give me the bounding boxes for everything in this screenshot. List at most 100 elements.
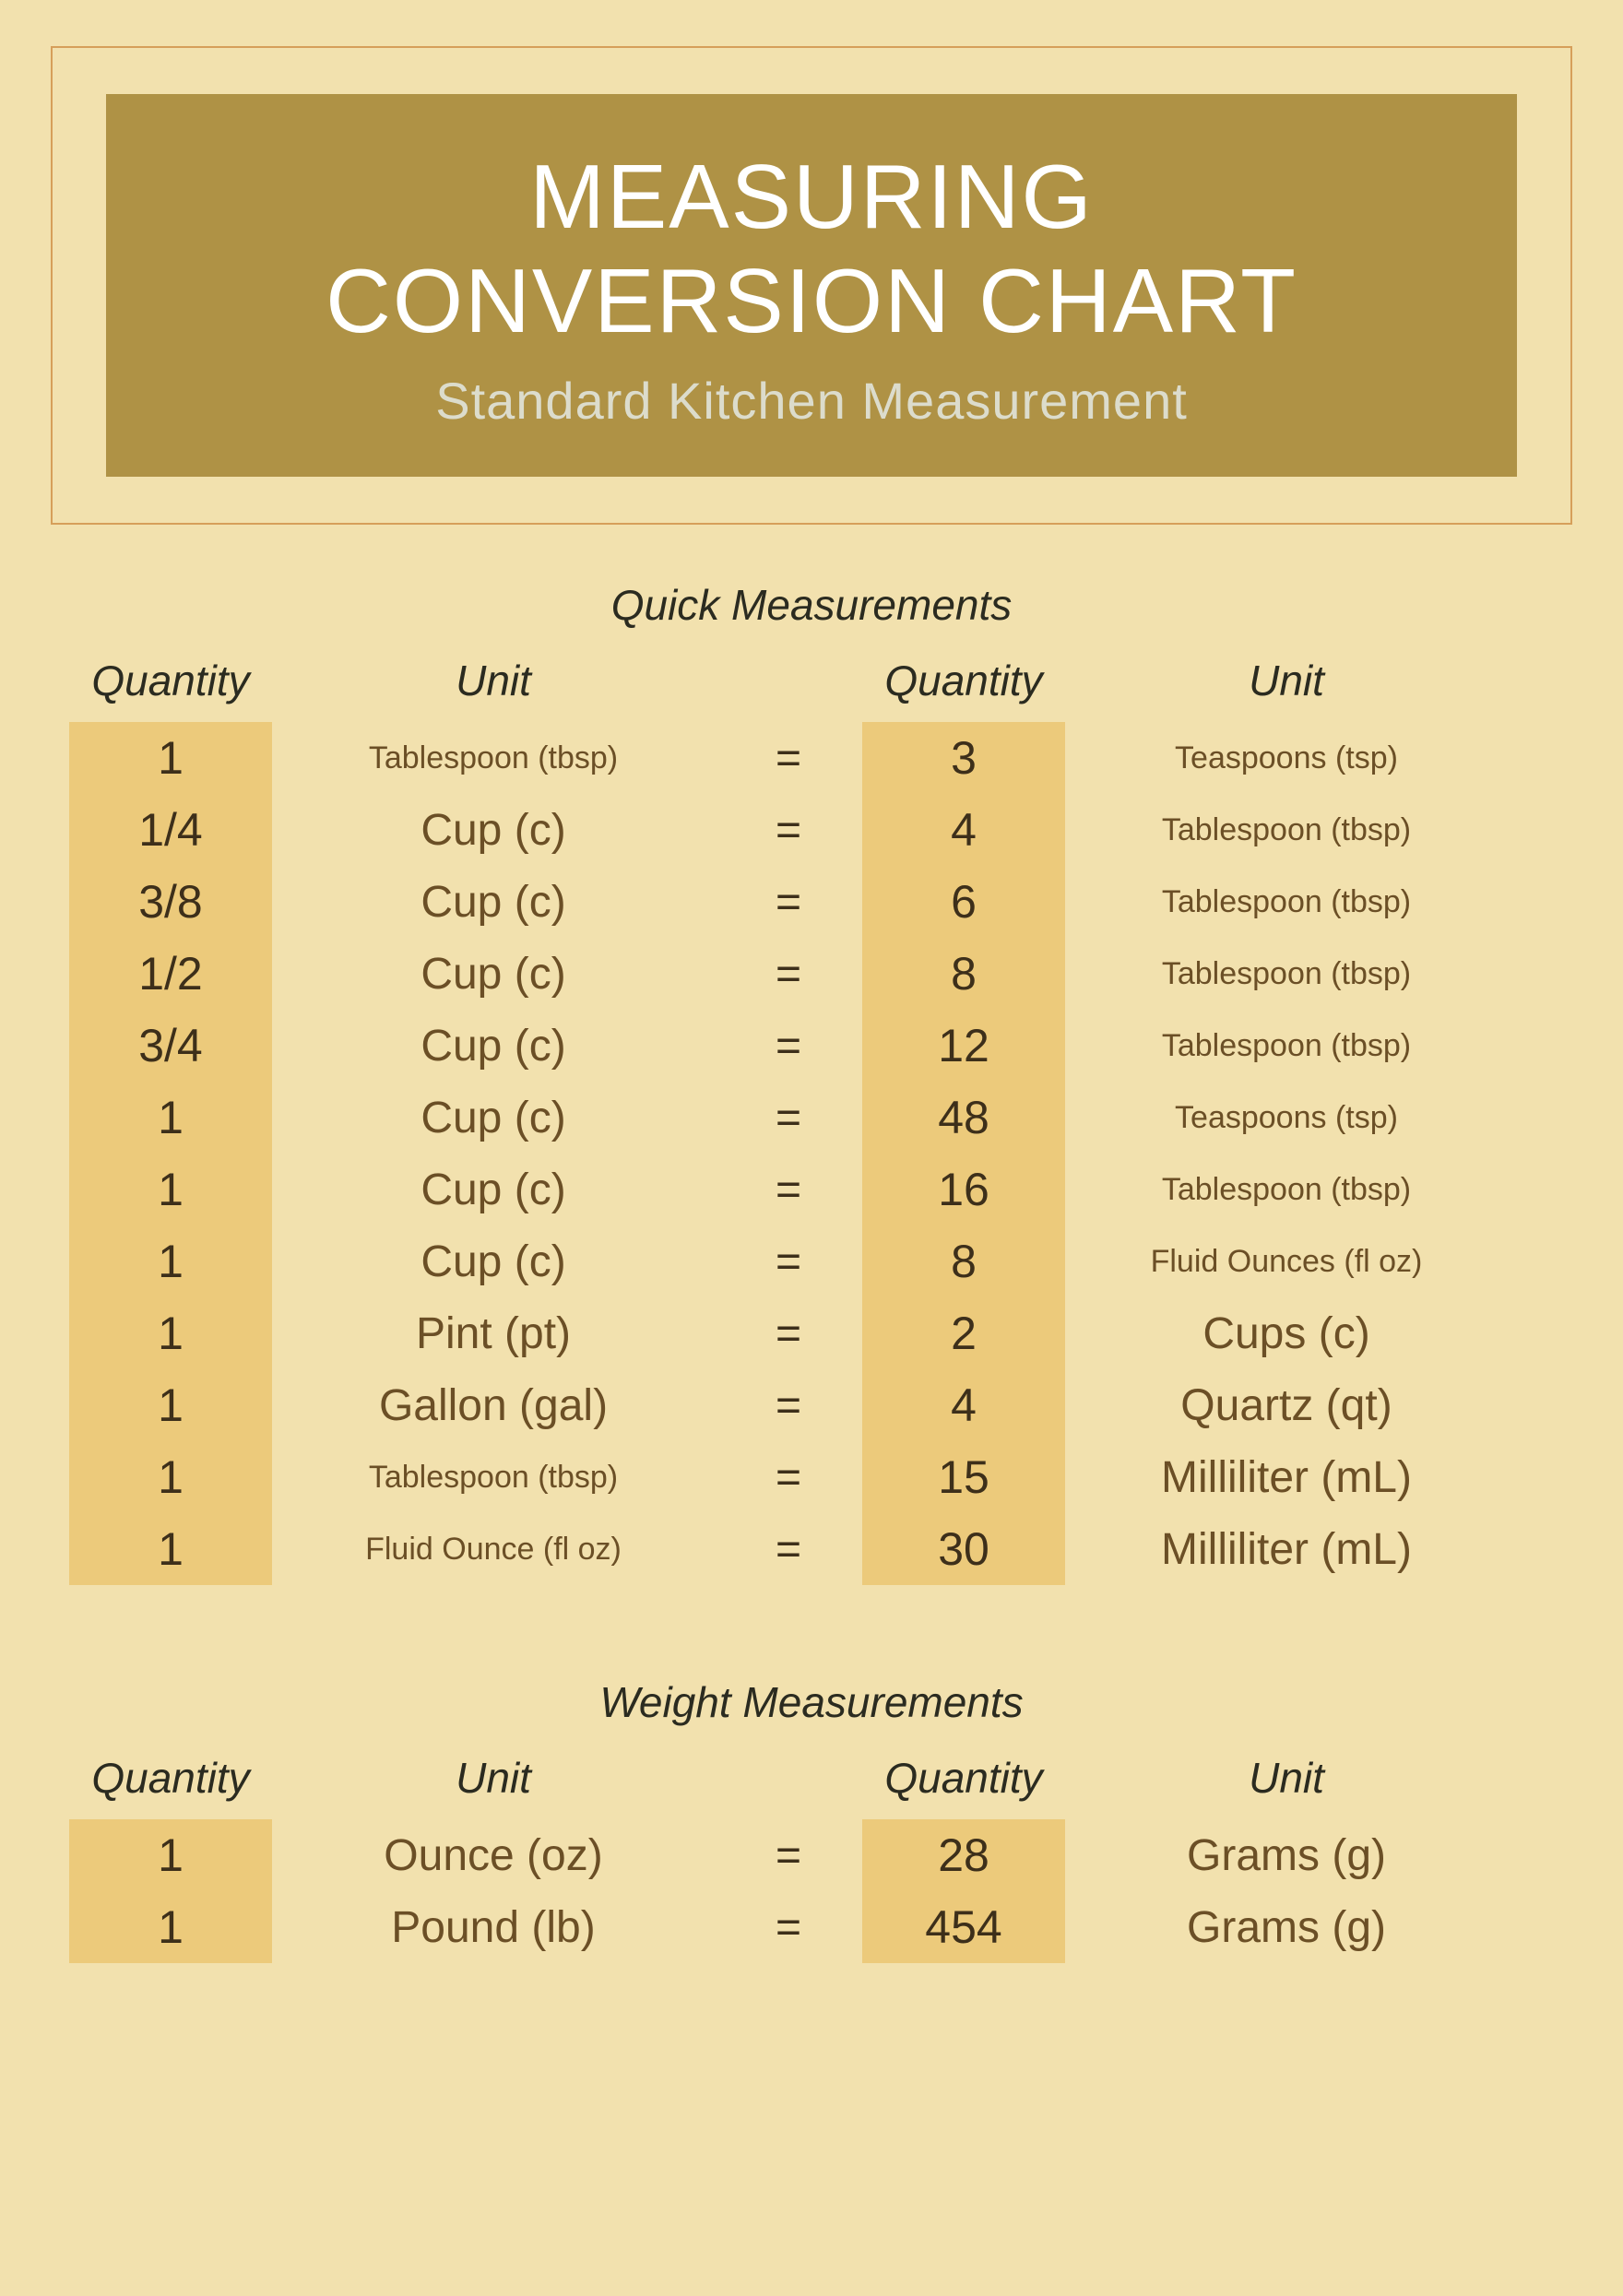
unit-left: Cup (c) [272,794,715,866]
weight-table: Quantity Unit Quantity Unit 1Ounce (oz)=… [51,1753,1572,1963]
qty-right: 6 [862,866,1065,938]
header-frame: MEASURING CONVERSION CHART Standard Kitc… [51,46,1572,525]
table-row: 1Cup (c)=8Fluid Ounces (fl oz) [69,1225,1554,1297]
unit-right: Teaspoons (tsp) [1065,722,1508,794]
qty-left: 1/4 [69,794,272,866]
quick-table: Quantity Unit Quantity Unit 1Tablespoon … [51,656,1572,1585]
table-row: 1/2Cup (c)=8Tablespoon (tbsp) [69,938,1554,1010]
title-line-2: CONVERSION CHART [326,250,1297,351]
unit-left: Gallon (gal) [272,1369,715,1441]
col-header-quantity: Quantity [862,1753,1065,1803]
table-row: 1Tablespoon (tbsp)=15Milliliter (mL) [69,1441,1554,1513]
table-row: 1Ounce (oz)=28Grams (g) [69,1819,1554,1891]
qty-left: 1 [69,1154,272,1225]
unit-left: Cup (c) [272,1082,715,1154]
equals-sign: = [715,1369,862,1441]
table-row: 1Tablespoon (tbsp)=3Teaspoons (tsp) [69,722,1554,794]
table-row: 1Fluid Ounce (fl oz)=30Milliliter (mL) [69,1513,1554,1585]
chart-title: MEASURING CONVERSION CHART [134,145,1489,352]
unit-right: Tablespoon (tbsp) [1065,1010,1508,1082]
table-row: 3/8Cup (c)=6Tablespoon (tbsp) [69,866,1554,938]
unit-left: Cup (c) [272,866,715,938]
equals-sign: = [715,938,862,1010]
title-line-1: MEASURING [529,146,1094,247]
unit-right: Grams (g) [1065,1819,1508,1891]
qty-left: 1 [69,1369,272,1441]
title-block: MEASURING CONVERSION CHART Standard Kitc… [106,94,1517,477]
chart-subtitle: Standard Kitchen Measurement [134,371,1489,431]
unit-left: Pound (lb) [272,1891,715,1963]
equals-sign: = [715,866,862,938]
qty-right: 8 [862,1225,1065,1297]
col-header-quantity: Quantity [69,656,272,705]
unit-right: Quartz (qt) [1065,1369,1508,1441]
unit-right: Grams (g) [1065,1891,1508,1963]
unit-left: Cup (c) [272,1225,715,1297]
qty-left: 1 [69,1297,272,1369]
unit-left: Cup (c) [272,1154,715,1225]
equals-sign: = [715,1082,862,1154]
unit-right: Teaspoons (tsp) [1065,1082,1508,1154]
equals-sign: = [715,1297,862,1369]
quick-table-body: 1Tablespoon (tbsp)=3Teaspoons (tsp)1/4Cu… [69,722,1554,1585]
qty-right: 16 [862,1154,1065,1225]
qty-right: 4 [862,794,1065,866]
col-header-unit: Unit [1065,1753,1508,1803]
table-row: 1Pound (lb)=454Grams (g) [69,1891,1554,1963]
unit-left: Ounce (oz) [272,1819,715,1891]
qty-left: 1 [69,1819,272,1891]
qty-left: 1 [69,1891,272,1963]
unit-right: Milliliter (mL) [1065,1513,1508,1585]
table-row: 1Pint (pt)=2Cups (c) [69,1297,1554,1369]
equals-sign: = [715,1819,862,1891]
table-row: 3/4Cup (c)=12Tablespoon (tbsp) [69,1010,1554,1082]
unit-left: Tablespoon (tbsp) [272,1441,715,1513]
table-row: 1Gallon (gal)=4Quartz (qt) [69,1369,1554,1441]
quick-header-row: Quantity Unit Quantity Unit [69,656,1554,705]
col-header-quantity: Quantity [862,656,1065,705]
qty-left: 1 [69,1082,272,1154]
qty-left: 3/8 [69,866,272,938]
table-row: 1/4Cup (c)=4Tablespoon (tbsp) [69,794,1554,866]
equals-sign: = [715,794,862,866]
qty-right: 8 [862,938,1065,1010]
unit-left: Pint (pt) [272,1297,715,1369]
equals-sign: = [715,1441,862,1513]
qty-left: 1/2 [69,938,272,1010]
equals-sign: = [715,1225,862,1297]
unit-left: Fluid Ounce (fl oz) [272,1513,715,1585]
col-header-unit: Unit [1065,656,1508,705]
qty-left: 1 [69,1225,272,1297]
col-header-unit: Unit [272,656,715,705]
qty-left: 3/4 [69,1010,272,1082]
equals-sign: = [715,1010,862,1082]
table-row: 1Cup (c)=16Tablespoon (tbsp) [69,1154,1554,1225]
weight-table-body: 1Ounce (oz)=28Grams (g)1Pound (lb)=454Gr… [69,1819,1554,1963]
col-header-unit: Unit [272,1753,715,1803]
qty-right: 28 [862,1819,1065,1891]
qty-left: 1 [69,1513,272,1585]
qty-right: 2 [862,1297,1065,1369]
unit-right: Tablespoon (tbsp) [1065,938,1508,1010]
weight-section-title: Weight Measurements [51,1677,1572,1727]
unit-right: Cups (c) [1065,1297,1508,1369]
unit-right: Tablespoon (tbsp) [1065,1154,1508,1225]
equals-sign: = [715,1154,862,1225]
qty-right: 454 [862,1891,1065,1963]
qty-right: 48 [862,1082,1065,1154]
unit-right: Tablespoon (tbsp) [1065,866,1508,938]
unit-right: Tablespoon (tbsp) [1065,794,1508,866]
col-header-quantity: Quantity [69,1753,272,1803]
qty-right: 30 [862,1513,1065,1585]
qty-right: 3 [862,722,1065,794]
qty-right: 15 [862,1441,1065,1513]
unit-left: Cup (c) [272,938,715,1010]
qty-left: 1 [69,722,272,794]
equals-sign: = [715,1513,862,1585]
weight-header-row: Quantity Unit Quantity Unit [69,1753,1554,1803]
qty-left: 1 [69,1441,272,1513]
unit-left: Cup (c) [272,1010,715,1082]
unit-right: Milliliter (mL) [1065,1441,1508,1513]
equals-sign: = [715,1891,862,1963]
table-row: 1Cup (c)=48Teaspoons (tsp) [69,1082,1554,1154]
